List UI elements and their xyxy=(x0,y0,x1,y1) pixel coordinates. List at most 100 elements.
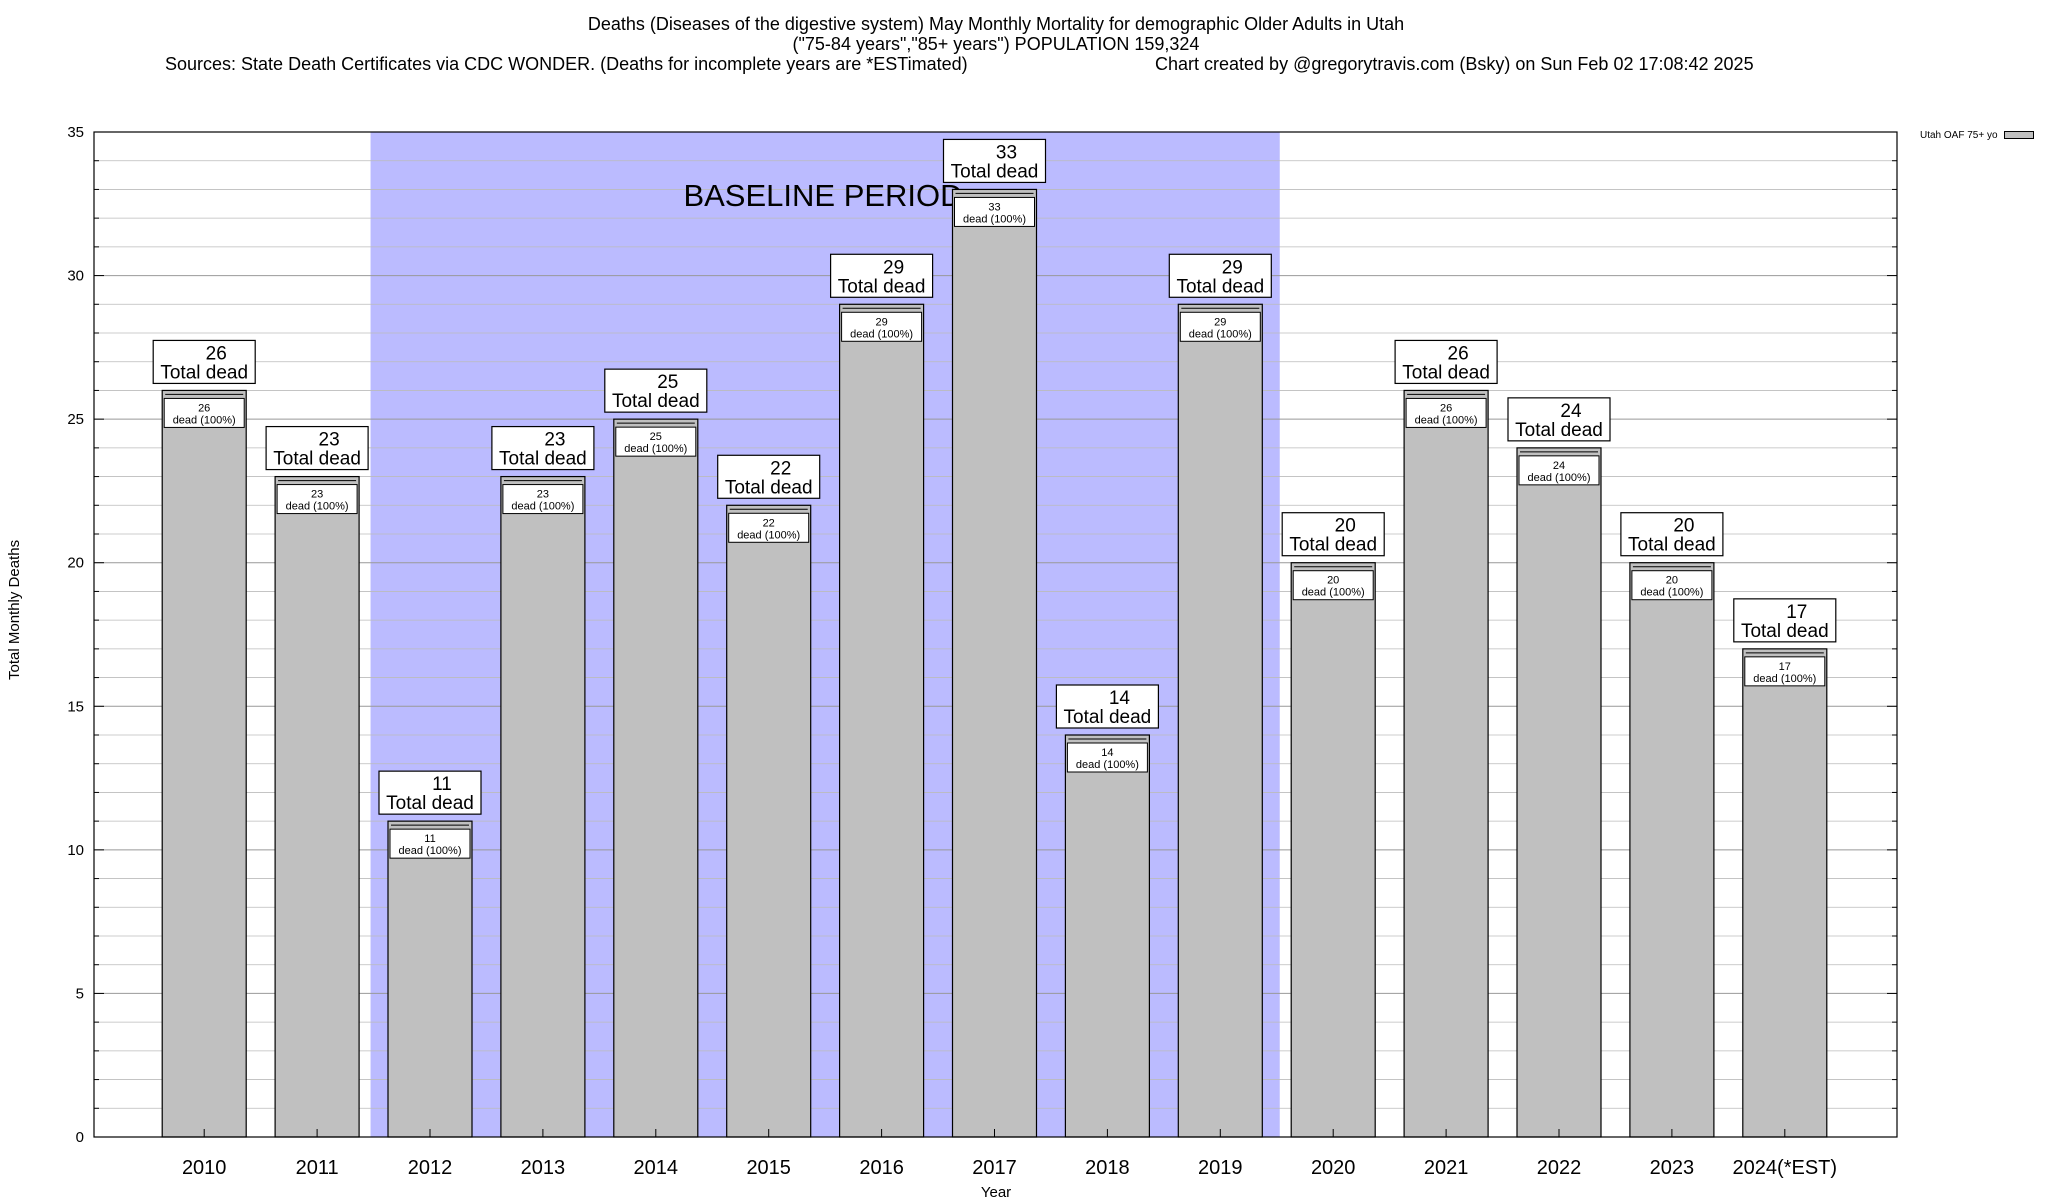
y-tick-label: 25 xyxy=(67,411,84,428)
bar-total-dead-label: Total dead xyxy=(612,391,700,412)
x-tick-label: 2019 xyxy=(1198,1157,1243,1179)
bar-top-label-box xyxy=(717,454,821,499)
bar-total-dead-label: Total dead xyxy=(273,449,361,470)
bar xyxy=(500,475,586,1138)
legend-label: Utah OAF 75+ yo xyxy=(1920,130,1998,141)
bar xyxy=(726,504,812,1138)
bar-inner-label: dead (100%) xyxy=(173,414,236,426)
bar-inner-label-box xyxy=(728,512,810,543)
baseline-period-label: BASELINE PERIOD xyxy=(683,178,962,213)
x-tick-label: 2012 xyxy=(408,1157,453,1179)
bar-inner-label-box xyxy=(1292,570,1374,601)
bar-inner-value: 26 xyxy=(1440,402,1452,414)
bar xyxy=(1177,303,1263,1138)
bar-inner-value: 22 xyxy=(763,517,775,529)
bar-inner-value: 20 xyxy=(1666,575,1678,587)
x-tick-label: 2022 xyxy=(1537,1157,1582,1179)
bar-inner-label: dead (100%) xyxy=(1415,414,1478,426)
bar-top-label-box xyxy=(152,339,256,385)
bar xyxy=(613,418,699,1138)
bar-inner-value: 26 xyxy=(198,402,210,414)
x-tick-label: 2017 xyxy=(972,1157,1017,1179)
bar-inner-label-box xyxy=(163,397,245,428)
bar xyxy=(387,820,473,1138)
bar-value-label: 33 xyxy=(996,142,1017,163)
bar-total-dead-label: Total dead xyxy=(1515,420,1603,441)
x-tick-label: 2016 xyxy=(859,1157,904,1179)
bar-value-label: 14 xyxy=(1109,688,1131,709)
bar-inner-label-box xyxy=(1179,311,1261,342)
x-tick-label: 2021 xyxy=(1424,1157,1469,1179)
plot-frame xyxy=(93,131,1898,1138)
bar-total-dead-label: Total dead xyxy=(386,793,474,814)
bar-value-label: 26 xyxy=(1448,343,1469,364)
bar-value-label: 17 xyxy=(1786,602,1807,623)
bar-inner-value: 33 xyxy=(988,201,1000,213)
x-tick-label: 2013 xyxy=(521,1157,566,1179)
y-tick-label: 35 xyxy=(67,124,84,141)
bar-inner-label-box xyxy=(1066,742,1148,773)
bar-total-dead-label: Total dead xyxy=(1064,707,1152,728)
bar xyxy=(274,475,360,1138)
y-tick-label: 0 xyxy=(76,1129,84,1146)
bar-inner-value: 23 xyxy=(311,489,323,501)
bar-value-label: 29 xyxy=(1222,257,1243,278)
bar-inner-label: dead (100%) xyxy=(850,328,913,340)
bar-top-label-box xyxy=(1620,512,1724,557)
bar-inner-value: 25 xyxy=(650,431,662,443)
sources-note: Sources: State Death Certificates via CD… xyxy=(165,54,968,74)
bar xyxy=(1403,389,1489,1138)
legend: Utah OAF 75+ yo xyxy=(1920,130,2034,141)
x-tick-label: 2010 xyxy=(182,1157,227,1179)
bar-top-label-box xyxy=(1168,253,1272,298)
legend-swatch xyxy=(2003,131,2034,140)
bar-inner-label: dead (100%) xyxy=(963,213,1026,225)
bar-value-label: 24 xyxy=(1560,401,1582,422)
x-tick-label: 2020 xyxy=(1311,1157,1356,1179)
bar-top-label-box xyxy=(1733,598,1837,643)
bar-total-dead-label: Total dead xyxy=(160,362,248,383)
bar-inner-label-box xyxy=(1405,397,1487,428)
bar-inner-label: dead (100%) xyxy=(286,501,349,513)
title-line-2: ("75-84 years","85+ years") POPULATION 1… xyxy=(792,34,1200,54)
y-tick-label: 15 xyxy=(67,698,84,715)
x-tick-label: 2018 xyxy=(1085,1157,1130,1179)
bar-total-dead-label: Total dead xyxy=(838,276,926,297)
bar-total-dead-label: Total dead xyxy=(725,477,813,498)
x-tick-label: 2015 xyxy=(746,1157,791,1179)
y-tick-label: 30 xyxy=(67,268,84,285)
bar-value-label: 26 xyxy=(206,343,227,364)
bar-inner-label: dead (100%) xyxy=(399,845,462,857)
bar-value-label: 29 xyxy=(883,257,904,278)
bar-total-dead-label: Total dead xyxy=(951,161,1039,182)
bar-value-label: 20 xyxy=(1335,516,1356,537)
bar-inner-label-box xyxy=(502,484,584,515)
bar-value-label: 20 xyxy=(1673,516,1694,537)
bar-inner-value: 24 xyxy=(1553,460,1565,472)
bar-inner-value: 11 xyxy=(424,833,435,845)
bar-inner-label: dead (100%) xyxy=(1302,587,1365,599)
x-axis-label: Year xyxy=(980,1184,1012,1201)
chart-credit: Chart created by @gregorytravis.com (Bsk… xyxy=(1155,54,1754,74)
x-tick-label: 2023 xyxy=(1650,1157,1695,1179)
bar-top-label-box xyxy=(942,138,1047,184)
bar xyxy=(1290,562,1376,1138)
bar-inner-label: dead (100%) xyxy=(1076,759,1139,771)
bar-inner-label: dead (100%) xyxy=(1528,472,1591,484)
bar-total-dead-label: Total dead xyxy=(1402,362,1490,383)
bar xyxy=(1064,734,1151,1138)
bar-inner-label: dead (100%) xyxy=(1753,673,1816,685)
y-tick-label: 5 xyxy=(76,985,84,1002)
bar-total-dead-label: Total dead xyxy=(1176,276,1264,297)
bar xyxy=(1629,562,1715,1138)
y-tick-label: 20 xyxy=(67,555,84,572)
bar xyxy=(838,303,925,1138)
bar-total-dead-label: Total dead xyxy=(1628,535,1716,556)
chart-title: Deaths (Diseases of the digestive system… xyxy=(0,14,1992,74)
bar-inner-value: 29 xyxy=(1214,316,1226,328)
bar-value-label: 11 xyxy=(432,774,452,795)
bar-total-dead-label: Total dead xyxy=(499,449,587,470)
title-line-1: Deaths (Diseases of the digestive system… xyxy=(587,14,1405,34)
bar-inner-label-box xyxy=(1631,570,1713,601)
